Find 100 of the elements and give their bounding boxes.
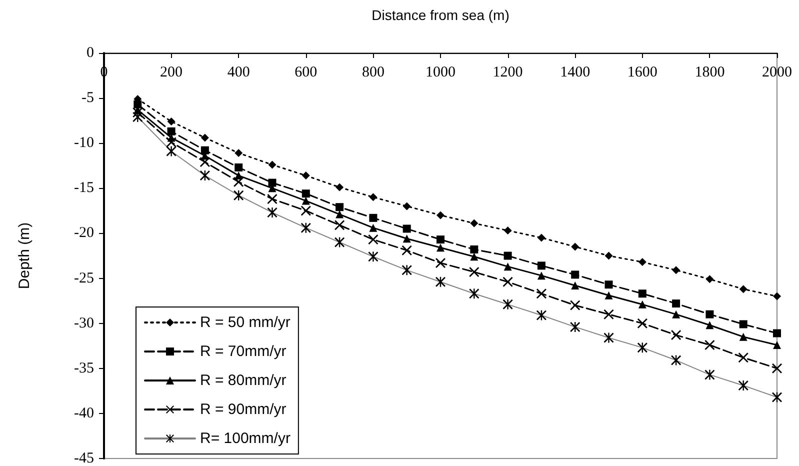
point bbox=[773, 340, 781, 349]
point bbox=[167, 127, 176, 136]
point bbox=[200, 146, 209, 154]
legend-label: R = 90mm/yr bbox=[200, 401, 286, 418]
point bbox=[200, 157, 210, 168]
point bbox=[504, 262, 512, 271]
legend-label: R= 100mm/yr bbox=[200, 430, 290, 447]
point bbox=[536, 288, 546, 299]
x-tick-label: 1800 bbox=[694, 64, 725, 80]
point bbox=[672, 310, 680, 318]
point bbox=[772, 363, 782, 374]
point bbox=[502, 276, 513, 287]
point bbox=[267, 194, 278, 204]
y-tick-label: -40 bbox=[74, 405, 94, 422]
x-tick-label: 1000 bbox=[426, 64, 456, 80]
point bbox=[402, 245, 412, 256]
point bbox=[570, 300, 580, 310]
y-tick-label: -45 bbox=[74, 450, 94, 466]
point bbox=[300, 206, 311, 216]
x-tick-label: 1600 bbox=[627, 64, 658, 80]
point bbox=[638, 258, 646, 266]
point bbox=[436, 258, 446, 268]
point bbox=[302, 172, 310, 180]
point bbox=[166, 137, 176, 148]
x-tick-label: 1200 bbox=[492, 64, 523, 80]
point bbox=[402, 224, 411, 233]
y-tick-label: -15 bbox=[74, 180, 94, 196]
point bbox=[739, 320, 748, 328]
point bbox=[436, 236, 444, 244]
point bbox=[470, 219, 478, 228]
point bbox=[571, 270, 580, 279]
point bbox=[368, 234, 378, 245]
point bbox=[268, 178, 276, 187]
point bbox=[773, 329, 781, 338]
point bbox=[537, 272, 546, 280]
x-tick-label: 800 bbox=[362, 64, 384, 80]
point bbox=[336, 203, 344, 212]
x-tick-label: 200 bbox=[160, 64, 183, 80]
point bbox=[336, 183, 344, 192]
point bbox=[504, 226, 512, 235]
point bbox=[369, 193, 378, 202]
y-tick-label: -35 bbox=[74, 360, 94, 376]
y-tick-label: -10 bbox=[74, 135, 94, 152]
point bbox=[637, 318, 648, 328]
point bbox=[706, 321, 714, 330]
point bbox=[604, 280, 613, 289]
point bbox=[537, 234, 546, 242]
y-tick-label: -30 bbox=[74, 315, 94, 332]
point bbox=[469, 266, 480, 277]
point bbox=[402, 202, 411, 210]
point bbox=[706, 310, 714, 318]
point bbox=[436, 211, 444, 220]
point bbox=[134, 100, 142, 108]
x-tick-label: 2000 bbox=[762, 64, 792, 80]
x-tick-label: 400 bbox=[227, 64, 250, 80]
legend-label: R = 80mm/yr bbox=[200, 372, 286, 389]
point bbox=[537, 262, 546, 270]
y-tick-label: -25 bbox=[74, 270, 94, 286]
point bbox=[638, 300, 646, 308]
point bbox=[738, 352, 748, 363]
point bbox=[336, 210, 344, 218]
y-tick-label: -20 bbox=[74, 225, 94, 242]
point bbox=[334, 220, 345, 230]
x-tick-label: 1400 bbox=[560, 64, 590, 80]
point bbox=[773, 292, 781, 300]
point bbox=[200, 134, 209, 142]
point bbox=[470, 252, 478, 261]
y-axis-title: Depth (m) bbox=[16, 222, 33, 290]
point bbox=[369, 224, 378, 232]
point bbox=[167, 117, 176, 126]
legend-label: R = 70mm/yr bbox=[200, 343, 286, 360]
point bbox=[470, 245, 478, 254]
point bbox=[672, 300, 680, 308]
point bbox=[571, 281, 580, 290]
x-axis-title: Distance from sea (m) bbox=[372, 7, 510, 23]
point bbox=[571, 242, 580, 251]
point bbox=[234, 176, 244, 187]
point bbox=[302, 190, 310, 198]
point bbox=[234, 163, 243, 172]
point bbox=[402, 234, 411, 243]
point bbox=[234, 149, 243, 158]
point bbox=[436, 244, 444, 252]
legend-label: R = 50 mm/yr bbox=[200, 314, 290, 331]
point bbox=[706, 275, 714, 284]
point bbox=[739, 285, 748, 294]
point bbox=[638, 290, 646, 298]
y-tick-label: -5 bbox=[82, 90, 94, 106]
point bbox=[302, 196, 310, 205]
y-tick-label: 0 bbox=[86, 45, 94, 61]
x-tick-label: 600 bbox=[294, 64, 318, 80]
point bbox=[504, 252, 512, 260]
point bbox=[704, 340, 715, 350]
point bbox=[739, 332, 748, 341]
point bbox=[671, 330, 682, 340]
point bbox=[672, 266, 680, 274]
point bbox=[604, 309, 614, 320]
point bbox=[604, 252, 613, 260]
point bbox=[369, 214, 378, 222]
point bbox=[268, 160, 276, 169]
point bbox=[604, 291, 613, 300]
